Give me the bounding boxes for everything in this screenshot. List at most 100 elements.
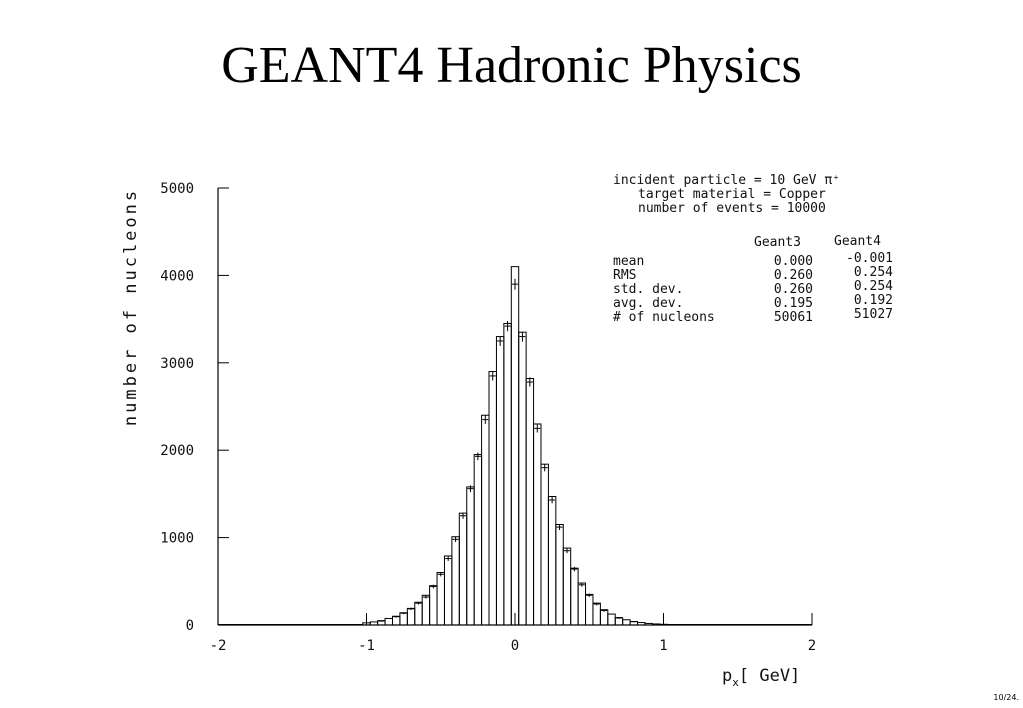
data-point-geant3 — [497, 335, 504, 346]
data-point-geant3 — [452, 536, 459, 543]
histogram-bin-geant4 — [466, 486, 475, 626]
data-point-geant3 — [445, 556, 452, 561]
histogram-bin-geant4 — [577, 582, 587, 626]
data-point-geant3 — [541, 463, 548, 472]
histogram-bin-geant4 — [533, 423, 542, 626]
data-point-geant3 — [526, 377, 533, 387]
data-point-geant3 — [400, 612, 407, 615]
data-point-geant3 — [519, 331, 526, 342]
stats-value-geant4: -0.001 — [846, 251, 893, 266]
data-point-geant3 — [563, 548, 570, 554]
histogram-bin-geant4 — [540, 463, 549, 626]
data-point-geant3 — [415, 601, 422, 605]
stats-value-geant3: 0.260 — [774, 282, 813, 297]
chart-ticks: 0 1000 2000 3000 4000 5000 -2 -1 0 1 2 — [160, 181, 816, 654]
histogram-bin-geant4 — [495, 336, 505, 626]
stats-header-geant4: Geant4 — [834, 234, 881, 249]
x-axis-label: px[ GeV] — [722, 666, 800, 689]
y-tick-label: 2000 — [160, 443, 194, 459]
annotation-line-2: target material = Copper — [638, 187, 826, 202]
stats-value-geant3: 0.260 — [774, 268, 813, 283]
stats-row: mean 0.000 -0.001 — [613, 251, 893, 269]
histogram-bin-geant4 — [562, 547, 572, 626]
data-point-geant3 — [378, 620, 385, 622]
y-tick-label: 0 — [186, 618, 194, 634]
data-point-geant3 — [630, 621, 637, 623]
histogram-bin-geant4 — [607, 613, 616, 626]
histogram-bin-geant4 — [644, 622, 653, 626]
stats-value-geant4: 0.254 — [854, 265, 893, 280]
histogram-bin-geant4 — [488, 371, 497, 626]
histogram-bin-geant4 — [429, 585, 438, 626]
histogram-bin-geant4 — [659, 623, 668, 626]
data-point-geant3 — [512, 278, 518, 290]
stats-row-label: avg. dev. — [613, 296, 683, 311]
stats-row-label: std. dev. — [613, 282, 683, 297]
data-point-geant3 — [556, 524, 563, 531]
chart-axes — [217, 188, 812, 626]
stats-row: std. dev. 0.260 0.254 — [613, 279, 893, 297]
histogram-bin-geant4 — [391, 615, 401, 626]
histogram-bin-geant4 — [555, 523, 564, 626]
stats-header-geant3: Geant3 — [754, 235, 801, 250]
data-point-geant3 — [534, 424, 541, 433]
data-point-geant3 — [467, 485, 474, 493]
histogram-bin-geant4 — [510, 266, 520, 626]
stats-row: avg. dev. 0.195 0.192 — [613, 293, 893, 311]
data-point-geant3 — [571, 566, 578, 572]
histogram-bin-geant4 — [503, 322, 512, 626]
data-point-geant3 — [408, 607, 415, 611]
histogram-bin-geant4 — [570, 567, 579, 626]
series-geant3 — [378, 278, 637, 623]
data-point-geant3 — [504, 321, 511, 332]
stats-value-geant3: 50061 — [774, 310, 813, 325]
x-tick-label: 0 — [511, 638, 519, 654]
stats-value-geant4: 0.192 — [854, 293, 893, 308]
histogram-bin-geant4 — [585, 593, 594, 626]
annotation-line-1: incident particle = 10 GeV π⁺ — [613, 173, 840, 188]
data-point-geant3 — [437, 572, 444, 577]
stats-table-rows: mean 0.000 -0.001 RMS 0.260 0.254 std. dev. 0.2… — [613, 251, 893, 325]
data-point-geant3 — [578, 582, 585, 587]
histogram-bin-geant4 — [547, 496, 557, 626]
y-tick-label: 3000 — [160, 356, 194, 372]
x-axis-label-subscript: x — [732, 676, 739, 689]
slide-title: GEANT4 Hadronic Physics — [221, 37, 802, 94]
x-tick-label: 2 — [808, 638, 816, 654]
y-tick-label: 1000 — [160, 531, 194, 547]
histogram-bin-geant4 — [369, 621, 379, 626]
y-tick-label: 4000 — [160, 268, 194, 284]
stats-value-geant4: 0.254 — [854, 279, 893, 294]
histogram-bin-geant4 — [481, 414, 490, 626]
data-point-geant3 — [474, 452, 481, 461]
y-axis-label: number of nucleons — [121, 188, 141, 426]
histogram-bin-geant4 — [473, 454, 483, 626]
stats-row-label: RMS — [613, 268, 636, 283]
histogram-bin-geant4 — [406, 607, 416, 626]
histogram-bin-geant4 — [458, 512, 468, 626]
data-point-geant3 — [615, 617, 622, 619]
x-axis-label-unit: [ GeV] — [739, 666, 800, 686]
stats-row: RMS 0.260 0.254 — [613, 265, 893, 283]
histogram-bin-geant4 — [622, 619, 631, 626]
data-point-geant3 — [586, 593, 593, 597]
page-number: 10/24. — [993, 693, 1019, 702]
y-tick-label: 5000 — [160, 181, 194, 197]
stats-value-geant4: 51027 — [854, 307, 893, 322]
data-point-geant3 — [593, 602, 600, 606]
histogram-bin-geant4 — [399, 612, 408, 626]
data-point-geant3 — [549, 496, 556, 504]
histogram-bin-geant4 — [384, 617, 393, 626]
x-tick-label: -1 — [358, 638, 375, 654]
data-point-geant3 — [601, 609, 608, 612]
data-point-geant3 — [482, 415, 489, 424]
data-point-geant3 — [422, 595, 429, 599]
histogram-bin-geant4 — [637, 622, 646, 626]
series-geant4 — [218, 266, 812, 626]
histogram-bin-geant4 — [436, 572, 445, 626]
histogram-bin-geant4 — [599, 609, 609, 626]
histogram-bin-geant4 — [414, 601, 423, 626]
data-point-geant3 — [489, 371, 496, 381]
data-point-geant3 — [430, 584, 437, 589]
histogram-bin-geant4 — [443, 555, 453, 626]
